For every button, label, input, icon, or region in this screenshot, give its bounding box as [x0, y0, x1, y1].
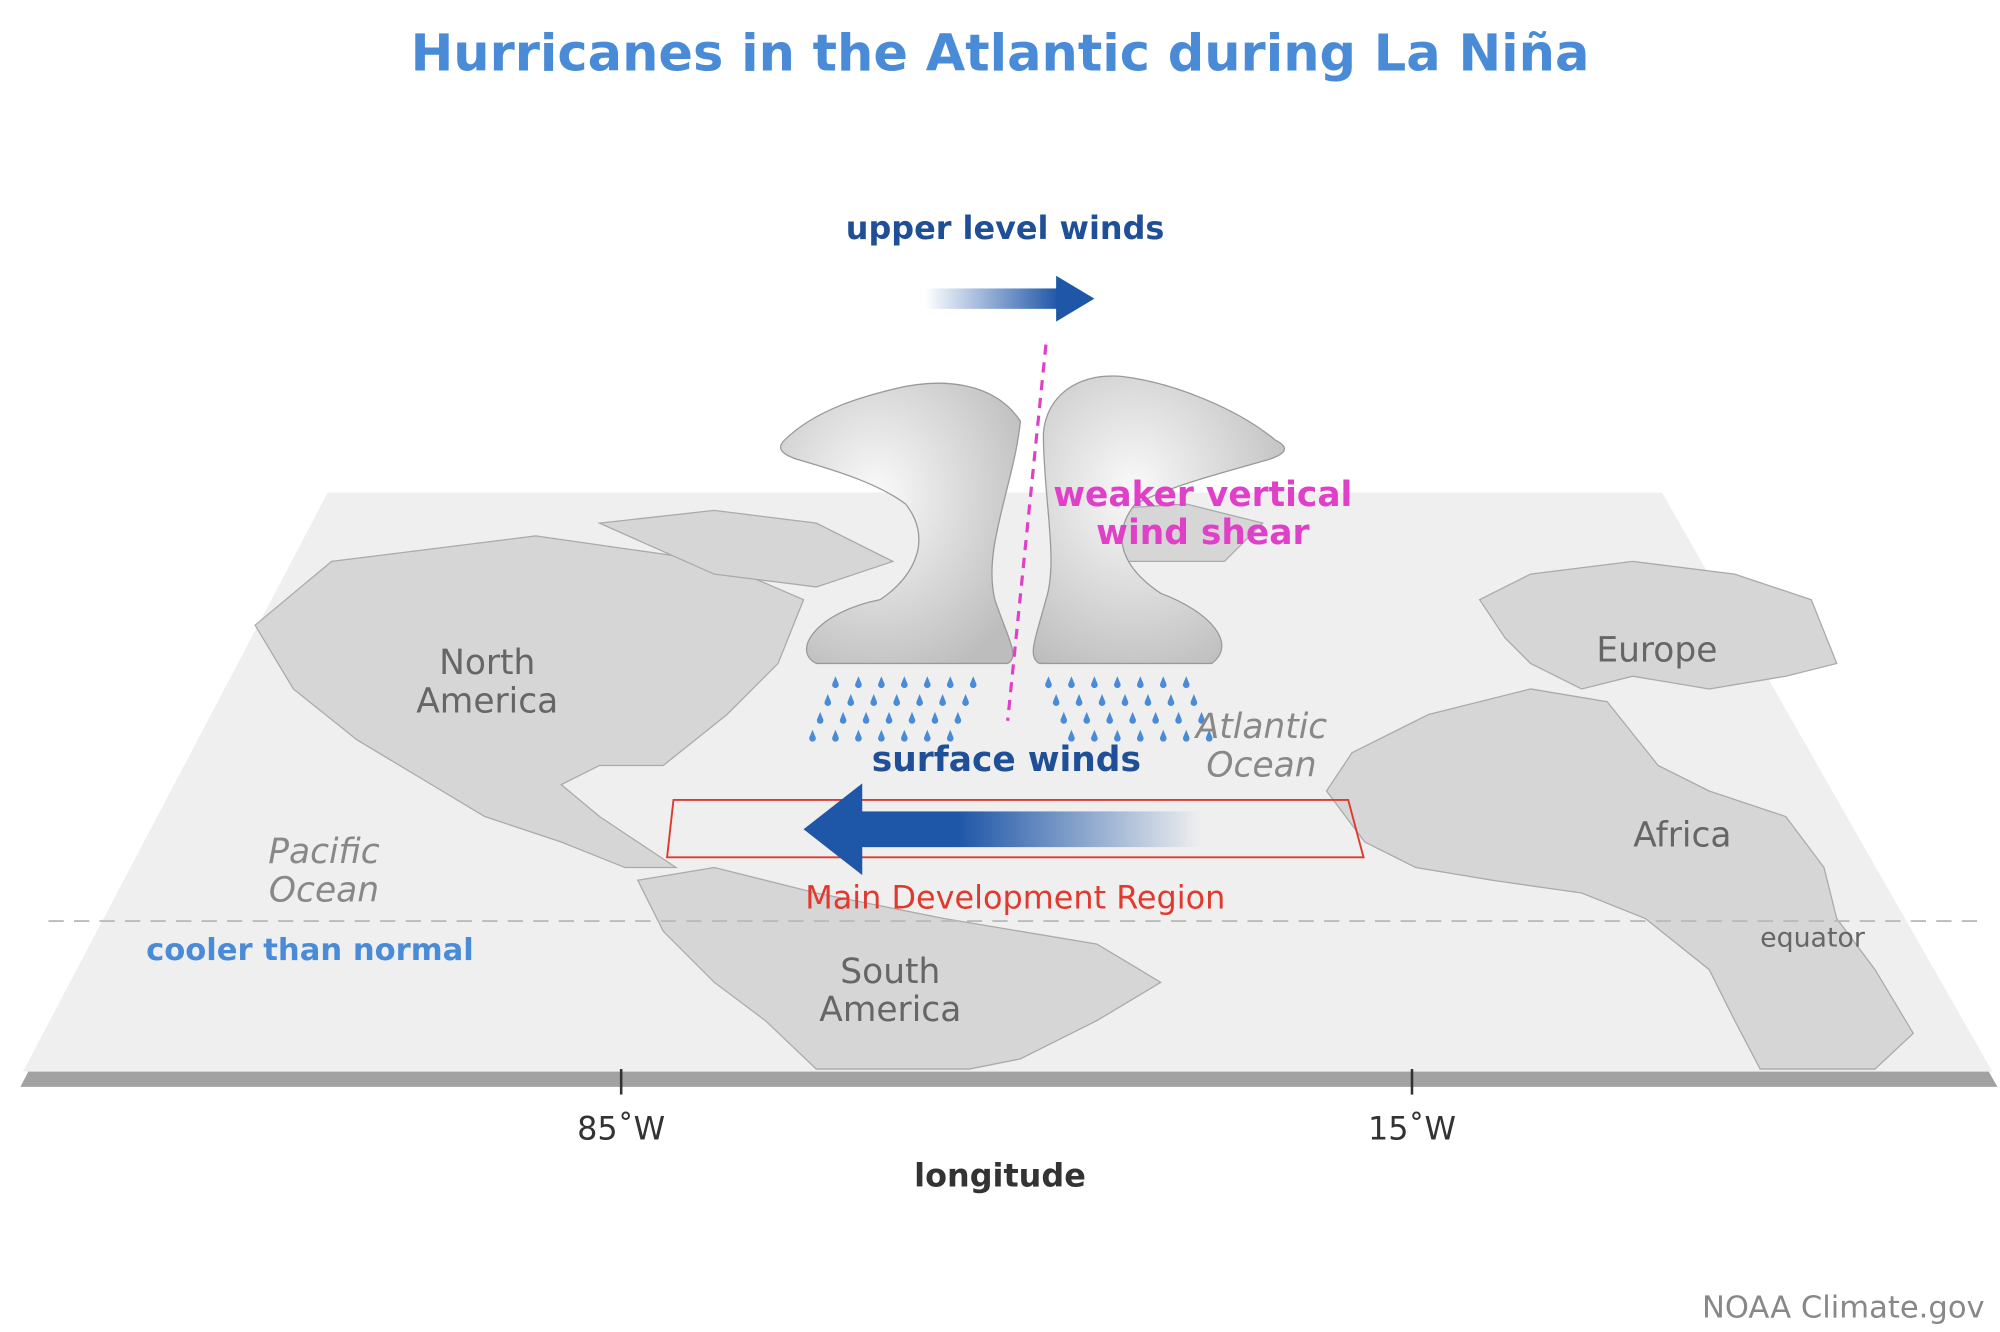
raindrop	[946, 676, 954, 689]
label: America	[819, 990, 961, 1030]
label: Ocean	[1206, 745, 1316, 785]
labels: upper level winds weaker vertical wind s…	[146, 209, 1865, 1030]
raindrop	[878, 676, 885, 689]
raindrop	[954, 711, 962, 724]
raindrop	[893, 694, 900, 706]
raindrop	[969, 676, 977, 689]
raindrop	[1106, 711, 1114, 724]
raindrop	[1083, 711, 1091, 724]
label: surface winds	[872, 740, 1141, 780]
raindrop	[1068, 729, 1075, 742]
raindrop	[1136, 729, 1144, 742]
label: Ocean	[269, 870, 379, 910]
raindrop	[901, 729, 908, 742]
raindrop	[1091, 676, 1098, 689]
raindrop	[1198, 711, 1205, 724]
upper-wind-arrow-head	[1056, 275, 1095, 322]
raindrop	[832, 676, 839, 689]
raindrop	[1205, 729, 1213, 742]
upper-wind-arrow-shaft	[924, 288, 1059, 309]
continents	[254, 503, 1915, 1070]
label: Main Development Region	[805, 878, 1225, 916]
raindrop	[1129, 711, 1136, 724]
label: Pacific	[268, 832, 380, 872]
raindrop	[1175, 711, 1182, 724]
label: Europe	[1596, 630, 1717, 670]
rain	[809, 676, 1213, 742]
label: weaker vertical	[1053, 475, 1352, 515]
label: America	[416, 681, 558, 721]
raindrop	[1091, 729, 1098, 742]
raindrop	[885, 711, 893, 724]
raindrop	[1159, 729, 1167, 742]
raindrop	[916, 694, 923, 706]
storm-clouds	[779, 375, 1285, 665]
shear-line	[1006, 344, 1048, 722]
label: North	[439, 643, 535, 683]
raindrop	[1060, 711, 1068, 724]
raindrop	[847, 694, 855, 706]
label: Atlantic	[1194, 707, 1328, 747]
raindrop	[1068, 676, 1075, 689]
raindrop	[1098, 694, 1106, 706]
raindrop	[809, 729, 816, 742]
raindrop	[939, 694, 946, 706]
label: Africa	[1633, 815, 1731, 855]
raindrop	[816, 711, 824, 724]
credit: NOAA Climate.gov	[1702, 1290, 1985, 1325]
tick-label: 15˚W	[1368, 1109, 1456, 1147]
raindrop	[1190, 694, 1198, 706]
raindrop	[1152, 711, 1159, 724]
label: equator	[1760, 922, 1865, 953]
raindrop	[839, 711, 847, 724]
raindrop	[878, 729, 885, 742]
title: Hurricanes in the Atlantic during La Niñ…	[411, 24, 1590, 83]
raindrop	[923, 676, 931, 689]
raindrop	[1144, 694, 1152, 706]
raindrop	[946, 729, 954, 742]
surface-wind-arrow-shaft	[854, 811, 1202, 848]
label: cooler than normal	[146, 933, 474, 968]
raindrop	[824, 694, 832, 706]
raindrop	[1114, 729, 1121, 742]
mdr-box	[666, 798, 1365, 859]
raindrop	[901, 676, 908, 689]
label: upper level winds	[846, 209, 1165, 247]
raindrop	[855, 676, 862, 689]
raindrop	[1136, 676, 1144, 689]
raindrop	[862, 711, 870, 724]
axis-label: longitude	[914, 1156, 1086, 1194]
raindrop	[962, 694, 969, 706]
raindrop	[1182, 676, 1190, 689]
raindrop	[832, 729, 839, 742]
raindrop	[931, 711, 939, 724]
raindrop	[1167, 694, 1175, 706]
raindrop	[870, 694, 878, 706]
surface-wind-arrow-head	[803, 783, 863, 876]
label: wind shear	[1096, 513, 1309, 553]
raindrop	[1182, 729, 1190, 742]
raindrop	[1075, 694, 1083, 706]
raindrop	[855, 729, 862, 742]
raindrop	[1114, 676, 1121, 689]
raindrop	[1121, 694, 1129, 706]
raindrop	[1045, 676, 1052, 689]
label: South	[840, 952, 940, 992]
raindrop	[923, 729, 931, 742]
raindrop	[1159, 676, 1167, 689]
tick-label: 85˚W	[577, 1109, 665, 1147]
raindrop	[908, 711, 916, 724]
raindrop	[1052, 694, 1060, 706]
